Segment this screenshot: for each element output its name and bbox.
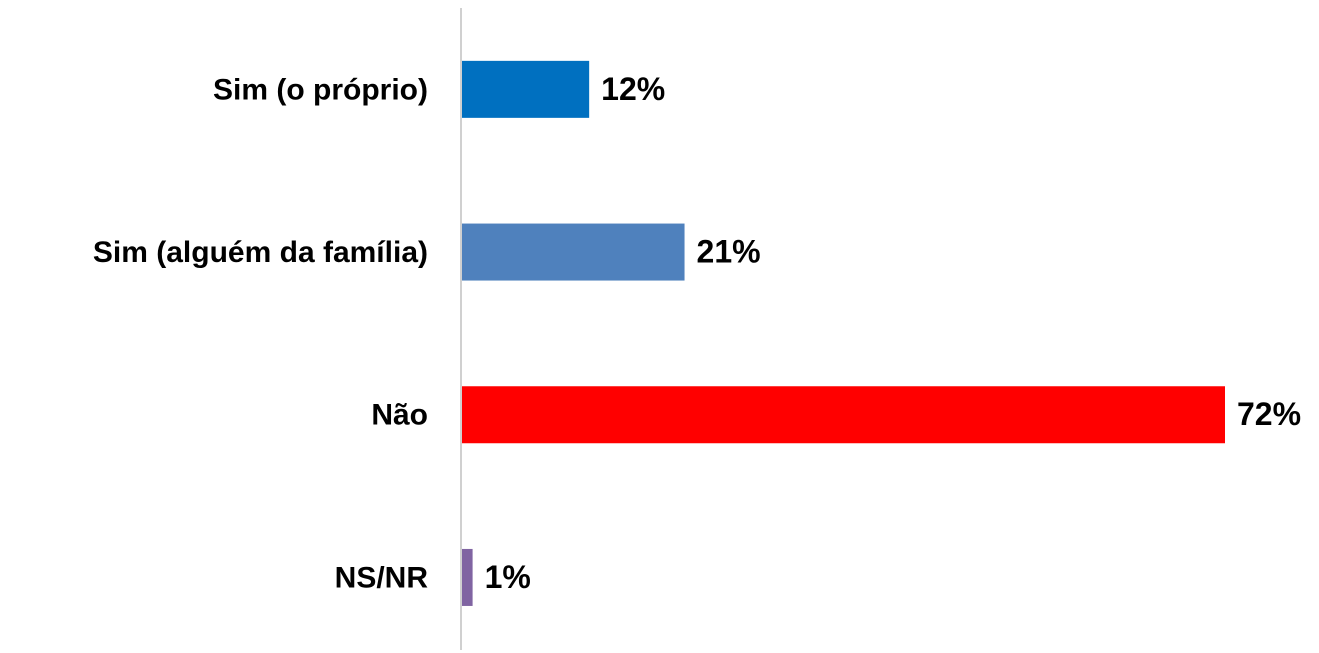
bar: [462, 60, 590, 118]
data-label: 1%: [485, 559, 531, 595]
bar: [462, 386, 1225, 444]
bar: [462, 223, 685, 281]
data-label: 72%: [1237, 396, 1301, 432]
category-label: Sim (o próprio): [213, 73, 428, 106]
bar: [462, 548, 473, 606]
data-label: 12%: [601, 71, 665, 107]
category-label: NS/NR: [335, 561, 429, 594]
data-label: 21%: [697, 234, 761, 270]
category-label: Não: [371, 399, 428, 432]
category-label: Sim (alguém da família): [93, 236, 428, 269]
